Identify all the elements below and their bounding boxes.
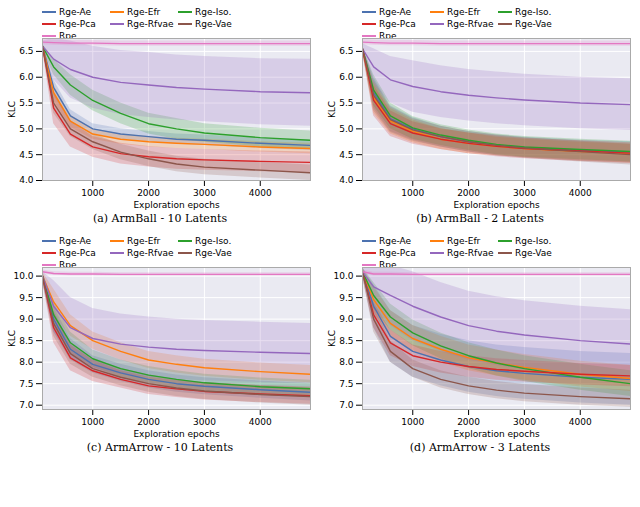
html-text:Rge-Vae: Rge-Vae — [195, 248, 232, 258]
svg-text:4.0: 4.0 — [339, 175, 354, 185]
html-text:Rpe: Rpe — [379, 260, 397, 270]
svg-text:1000: 1000 — [401, 188, 424, 198]
svg-text:5.0: 5.0 — [339, 124, 354, 134]
svg-text:Exploration epochs: Exploration epochs — [453, 200, 539, 210]
svg-text:7.0: 7.0 — [19, 400, 34, 410]
svg-text:5.0: 5.0 — [19, 124, 34, 134]
svg-text:KLC: KLC — [327, 101, 337, 118]
svg-text:2000: 2000 — [457, 188, 480, 198]
html-text:Rge-Ae: Rge-Ae — [379, 236, 412, 246]
html-text:Rge-Pca: Rge-Pca — [379, 248, 416, 258]
html-text:(b) ArmBall - 2 Latents: (b) ArmBall - 2 Latents — [416, 212, 544, 225]
html-text:Rge-Ae: Rge-Ae — [379, 7, 412, 17]
html-text:Rge-Rfvae: Rge-Rfvae — [447, 248, 494, 258]
html-text:Rge-Efr: Rge-Efr — [127, 236, 161, 246]
svg-text:KLC: KLC — [7, 330, 17, 347]
svg-text:7.5: 7.5 — [339, 379, 353, 389]
html-text:Rge-Rfvae: Rge-Rfvae — [127, 19, 174, 29]
svg-text:6.0: 6.0 — [19, 72, 34, 82]
html-text:Rpe: Rpe — [59, 31, 77, 41]
svg-text:9.0: 9.0 — [339, 314, 354, 324]
svg-text:4000: 4000 — [569, 188, 592, 198]
html-text:Rge-Vae: Rge-Vae — [515, 19, 552, 29]
svg-text:3000: 3000 — [513, 417, 536, 427]
svg-text:8.5: 8.5 — [339, 336, 353, 346]
svg-text:4.0: 4.0 — [19, 175, 34, 185]
svg-text:4.5: 4.5 — [339, 150, 353, 160]
svg-text:2000: 2000 — [137, 417, 160, 427]
svg-text:4000: 4000 — [249, 188, 272, 198]
html-text:Rge-Efr: Rge-Efr — [447, 236, 481, 246]
svg-text:4.5: 4.5 — [19, 150, 33, 160]
html-text:Rge-Efr: Rge-Efr — [447, 7, 481, 17]
svg-text:5.5: 5.5 — [19, 98, 33, 108]
svg-text:8.0: 8.0 — [339, 357, 354, 367]
svg-text:4000: 4000 — [249, 417, 272, 427]
html-text:Rge-Iso.: Rge-Iso. — [195, 236, 232, 246]
svg-text:6.5: 6.5 — [339, 46, 353, 56]
html-text:Rpe: Rpe — [59, 260, 77, 270]
html-text:Rge-Ae: Rge-Ae — [59, 236, 92, 246]
svg-text:9.0: 9.0 — [19, 314, 34, 324]
svg-text:3000: 3000 — [193, 417, 216, 427]
html-text:Rge-Rfvae: Rge-Rfvae — [447, 19, 494, 29]
svg-text:8.5: 8.5 — [19, 336, 33, 346]
svg-text:3000: 3000 — [513, 188, 536, 198]
html-text:Rge-Pca: Rge-Pca — [379, 19, 416, 29]
svg-text:6.0: 6.0 — [339, 72, 354, 82]
svg-text:Exploration epochs: Exploration epochs — [453, 429, 539, 439]
svg-text:6.5: 6.5 — [19, 46, 33, 56]
svg-text:KLC: KLC — [7, 101, 17, 118]
svg-text:4000: 4000 — [569, 417, 592, 427]
svg-text:KLC: KLC — [327, 330, 337, 347]
html-text:Rge-Vae: Rge-Vae — [515, 248, 552, 258]
html-text:Rge-Pca: Rge-Pca — [59, 19, 96, 29]
svg-text:2000: 2000 — [137, 188, 160, 198]
html-text:Rge-Iso.: Rge-Iso. — [515, 7, 552, 17]
html-text:Rge-Ae: Rge-Ae — [59, 7, 92, 17]
svg-text:Exploration epochs: Exploration epochs — [133, 429, 219, 439]
html-text:(c) ArmArrow - 10 Latents: (c) ArmArrow - 10 Latents — [86, 441, 234, 454]
svg-text:10.0: 10.0 — [13, 271, 33, 281]
svg-text:3000: 3000 — [193, 188, 216, 198]
svg-text:Exploration epochs: Exploration epochs — [133, 200, 219, 210]
svg-text:7.0: 7.0 — [339, 400, 354, 410]
svg-text:1000: 1000 — [401, 417, 424, 427]
svg-text:2000: 2000 — [457, 417, 480, 427]
svg-text:9.5: 9.5 — [339, 293, 353, 303]
html-text:(a) ArmBall - 10 Latents: (a) ArmBall - 10 Latents — [92, 212, 227, 225]
svg-text:1000: 1000 — [81, 417, 104, 427]
html-text:Rge-Iso.: Rge-Iso. — [195, 7, 232, 17]
html-text:Rge-Efr: Rge-Efr — [127, 7, 161, 17]
html-text:Rpe: Rpe — [379, 31, 397, 41]
svg-text:7.5: 7.5 — [19, 379, 33, 389]
svg-text:8.0: 8.0 — [19, 357, 34, 367]
svg-text:9.5: 9.5 — [19, 293, 33, 303]
svg-text:10.0: 10.0 — [333, 271, 353, 281]
svg-text:1000: 1000 — [81, 188, 104, 198]
html-text:Rge-Vae: Rge-Vae — [195, 19, 232, 29]
svg-text:5.5: 5.5 — [339, 98, 353, 108]
html-text:Rge-Pca: Rge-Pca — [59, 248, 96, 258]
html-text:Rge-Iso.: Rge-Iso. — [515, 236, 552, 246]
html-text:(d) ArmArrow - 3 Latents: (d) ArmArrow - 3 Latents — [409, 441, 551, 454]
html-text:Rge-Rfvae: Rge-Rfvae — [127, 248, 174, 258]
